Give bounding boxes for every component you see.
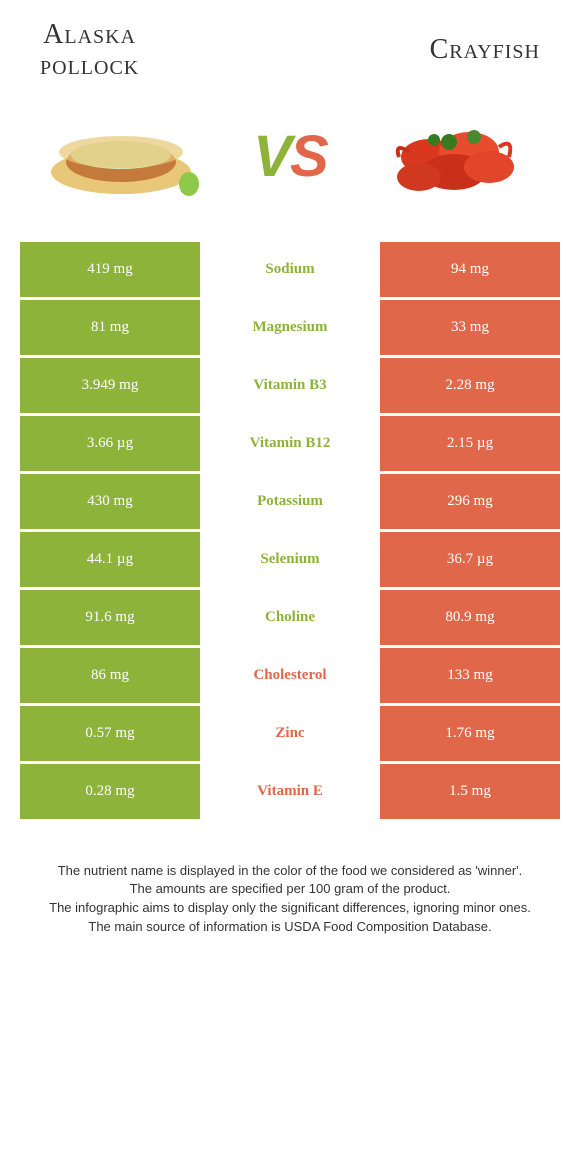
left-value: 419 mg xyxy=(20,242,200,297)
footer-line3: The infographic aims to display only the… xyxy=(30,899,550,918)
left-value: 86 mg xyxy=(20,648,200,703)
left-value: 81 mg xyxy=(20,300,200,355)
table-row: 44.1 µgSelenium36.7 µg xyxy=(20,532,560,587)
right-value: 1.76 mg xyxy=(380,706,560,761)
table-row: 91.6 mgCholine80.9 mg xyxy=(20,590,560,645)
left-value: 44.1 µg xyxy=(20,532,200,587)
left-food-title: Alaska pollock xyxy=(40,20,139,82)
table-row: 0.57 mgZinc1.76 mg xyxy=(20,706,560,761)
table-row: 0.28 mgVitamin E1.5 mg xyxy=(20,764,560,819)
nutrient-name: Vitamin B3 xyxy=(200,358,380,413)
table-row: 3.66 µgVitamin B122.15 µg xyxy=(20,416,560,471)
left-value: 0.28 mg xyxy=(20,764,200,819)
left-value: 3.949 mg xyxy=(20,358,200,413)
nutrient-name: Cholesterol xyxy=(200,648,380,703)
footer-line4: The main source of information is USDA F… xyxy=(30,918,550,937)
left-title-line2: pollock xyxy=(40,51,139,82)
right-value: 36.7 µg xyxy=(380,532,560,587)
table-row: 419 mgSodium94 mg xyxy=(20,242,560,297)
right-value: 133 mg xyxy=(380,648,560,703)
right-value: 1.5 mg xyxy=(380,764,560,819)
left-value: 91.6 mg xyxy=(20,590,200,645)
left-title-line1: Alaska xyxy=(40,20,139,51)
left-value: 3.66 µg xyxy=(20,416,200,471)
table-row: 86 mgCholesterol133 mg xyxy=(20,648,560,703)
nutrient-name: Magnesium xyxy=(200,300,380,355)
nutrient-name: Sodium xyxy=(200,242,380,297)
nutrient-name: Vitamin E xyxy=(200,764,380,819)
table-row: 430 mgPotassium296 mg xyxy=(20,474,560,529)
right-value: 2.15 µg xyxy=(380,416,560,471)
right-value: 94 mg xyxy=(380,242,560,297)
nutrient-name: Zinc xyxy=(200,706,380,761)
right-food-title: Crayfish xyxy=(430,35,540,66)
right-value: 33 mg xyxy=(380,300,560,355)
right-food-image xyxy=(369,102,539,212)
left-value: 0.57 mg xyxy=(20,706,200,761)
vs-v: V xyxy=(253,124,290,189)
vs-label: VS xyxy=(253,123,326,190)
images-row: VS xyxy=(0,92,580,242)
table-row: 81 mgMagnesium33 mg xyxy=(20,300,560,355)
footer-notes: The nutrient name is displayed in the co… xyxy=(0,822,580,957)
comparison-table: 419 mgSodium94 mg81 mgMagnesium33 mg3.94… xyxy=(20,242,560,819)
right-value: 2.28 mg xyxy=(380,358,560,413)
footer-line1: The nutrient name is displayed in the co… xyxy=(30,862,550,881)
left-value: 430 mg xyxy=(20,474,200,529)
left-food-image xyxy=(41,102,211,212)
nutrient-name: Selenium xyxy=(200,532,380,587)
right-value: 80.9 mg xyxy=(380,590,560,645)
nutrient-name: Potassium xyxy=(200,474,380,529)
header: Alaska pollock Crayfish xyxy=(0,0,580,92)
vs-s: S xyxy=(290,124,327,189)
footer-line2: The amounts are specified per 100 gram o… xyxy=(30,880,550,899)
table-row: 3.949 mgVitamin B32.28 mg xyxy=(20,358,560,413)
nutrient-name: Choline xyxy=(200,590,380,645)
nutrient-name: Vitamin B12 xyxy=(200,416,380,471)
right-value: 296 mg xyxy=(380,474,560,529)
